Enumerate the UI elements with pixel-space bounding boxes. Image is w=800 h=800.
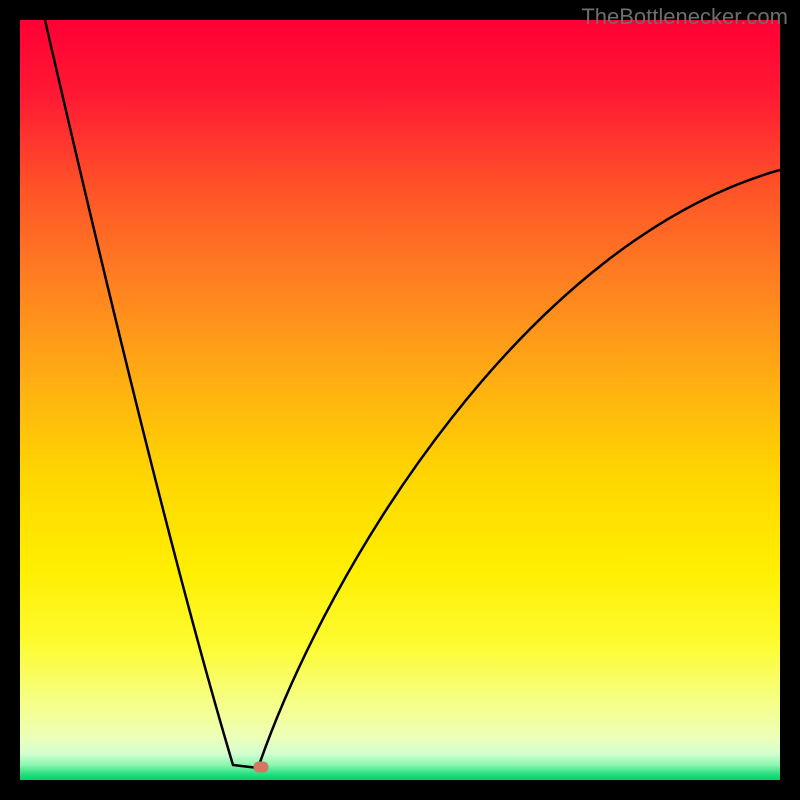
chart-container: TheBottlenecker.com	[0, 0, 800, 800]
plot-background	[20, 20, 780, 780]
bottleneck-chart	[0, 0, 800, 800]
optimal-point-marker	[254, 762, 269, 773]
